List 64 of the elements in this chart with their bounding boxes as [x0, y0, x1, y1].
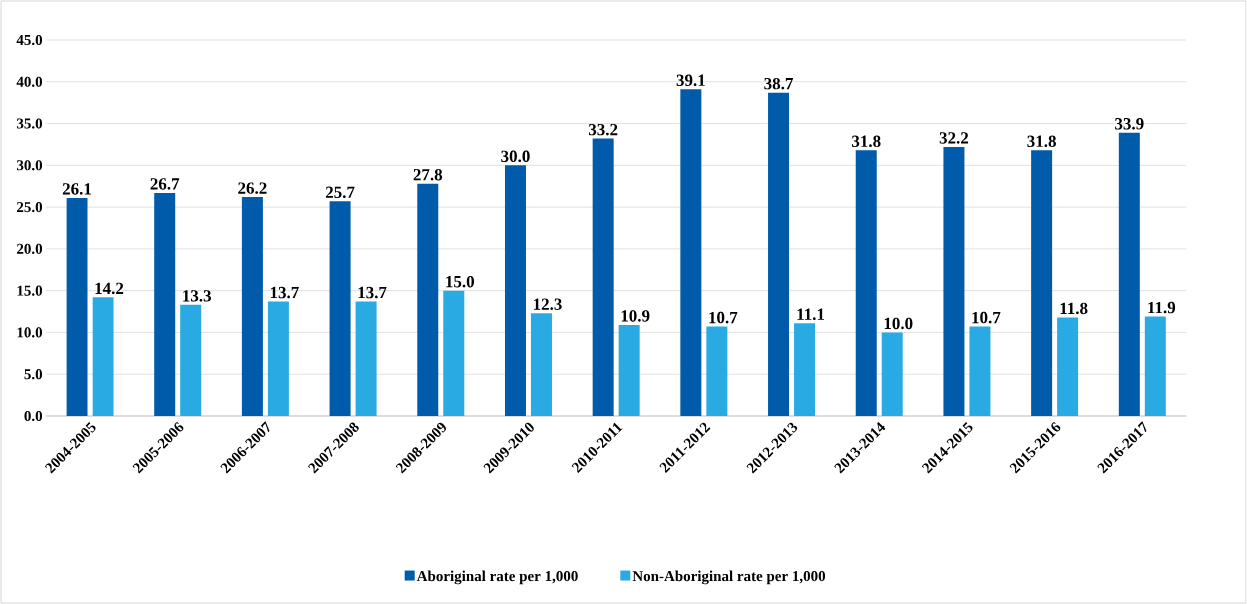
bar — [969, 326, 991, 416]
y-tick-label: 45.0 — [16, 34, 43, 46]
y-tick-label: 0.0 — [24, 410, 43, 422]
y-tick-label: 35.0 — [16, 118, 43, 129]
bar — [66, 197, 88, 416]
bar — [1031, 150, 1053, 416]
data-label: 10.7 — [972, 311, 1001, 324]
bar — [504, 165, 526, 416]
bar — [1144, 316, 1166, 416]
bar — [241, 197, 263, 416]
y-tick-label: 30.0 — [16, 160, 43, 171]
bar — [706, 326, 728, 416]
bar — [881, 332, 903, 416]
legend-label: Non-Aboriginal rate per 1,000 — [632, 570, 826, 585]
data-label: 13.7 — [270, 286, 299, 299]
data-label: 10.9 — [621, 310, 650, 322]
bar — [443, 290, 465, 416]
y-tick-label: 5.0 — [24, 369, 43, 380]
data-label: 10.7 — [709, 311, 738, 324]
bar — [1057, 317, 1079, 416]
data-label: 10.0 — [884, 317, 913, 330]
bar — [1118, 132, 1140, 416]
data-label: 11.9 — [1148, 301, 1176, 314]
data-label: 11.8 — [1060, 302, 1088, 315]
data-label: 26.2 — [238, 182, 267, 194]
bar — [768, 92, 790, 416]
bar — [92, 297, 114, 416]
bar — [417, 183, 439, 416]
data-label: 13.3 — [183, 290, 211, 302]
bar — [680, 89, 702, 416]
data-label: 33.2 — [588, 123, 618, 136]
y-tick-label: 25.0 — [17, 202, 43, 213]
bar — [180, 304, 202, 416]
data-label: 26.1 — [62, 183, 92, 195]
bar — [355, 301, 377, 416]
data-label: 38.7 — [764, 77, 794, 90]
y-tick-label: 10.0 — [17, 327, 43, 338]
y-tick-label: 20.0 — [17, 243, 43, 254]
legend-label: Aboriginal rate per 1,000 — [416, 570, 578, 585]
data-label: 15.0 — [446, 275, 475, 288]
data-label: 27.8 — [413, 168, 443, 181]
bar — [794, 323, 816, 416]
bar — [329, 201, 351, 416]
bar — [530, 313, 552, 416]
y-tick-label: 40.0 — [16, 76, 43, 87]
data-label: 30.0 — [501, 150, 530, 163]
bar — [618, 324, 640, 416]
data-label: 33.9 — [1115, 118, 1144, 130]
bar — [592, 138, 614, 416]
data-label: 14.2 — [95, 282, 124, 295]
data-label: 31.8 — [852, 135, 881, 148]
y-tick-label: 15.0 — [17, 285, 43, 296]
bar — [943, 146, 965, 416]
data-label: 13.7 — [358, 286, 387, 299]
data-label: 12.3 — [533, 298, 562, 311]
data-label: 25.7 — [325, 186, 355, 199]
bar — [855, 150, 877, 416]
data-label: 11.1 — [797, 308, 825, 321]
data-label: 31.8 — [1027, 135, 1056, 148]
data-label: 26.7 — [150, 178, 180, 190]
bar — [154, 192, 176, 416]
data-label: 39.1 — [676, 74, 705, 87]
bar — [267, 301, 289, 416]
data-label: 32.2 — [939, 132, 969, 144]
